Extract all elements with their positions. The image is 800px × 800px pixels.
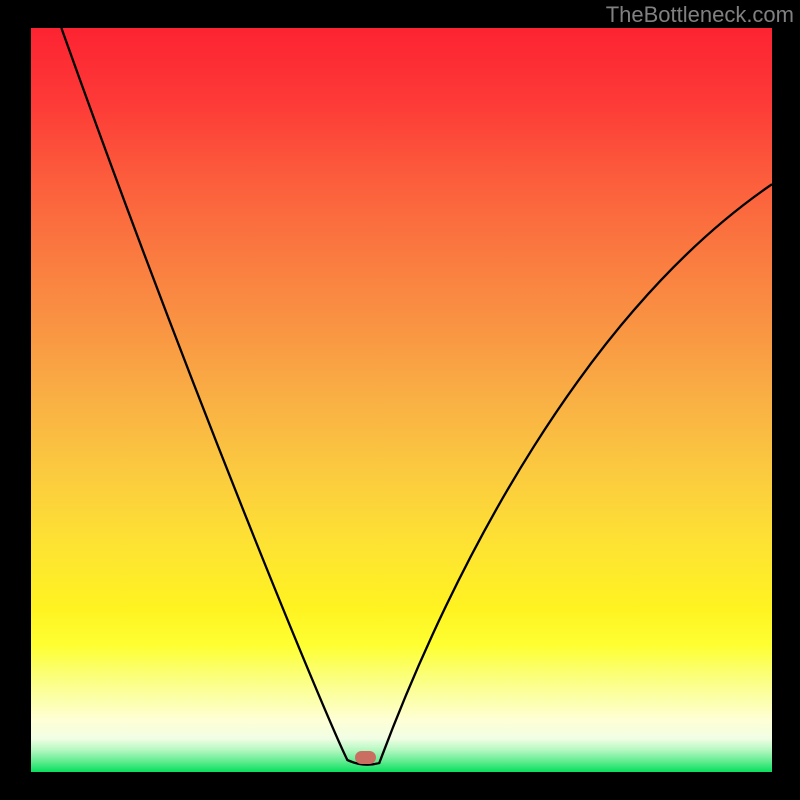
bottleneck-curve bbox=[31, 28, 772, 772]
watermark-text: TheBottleneck.com bbox=[606, 2, 794, 28]
chart-container: TheBottleneck.com bbox=[0, 0, 800, 800]
optimum-marker bbox=[355, 751, 376, 764]
plot-area bbox=[31, 28, 772, 772]
